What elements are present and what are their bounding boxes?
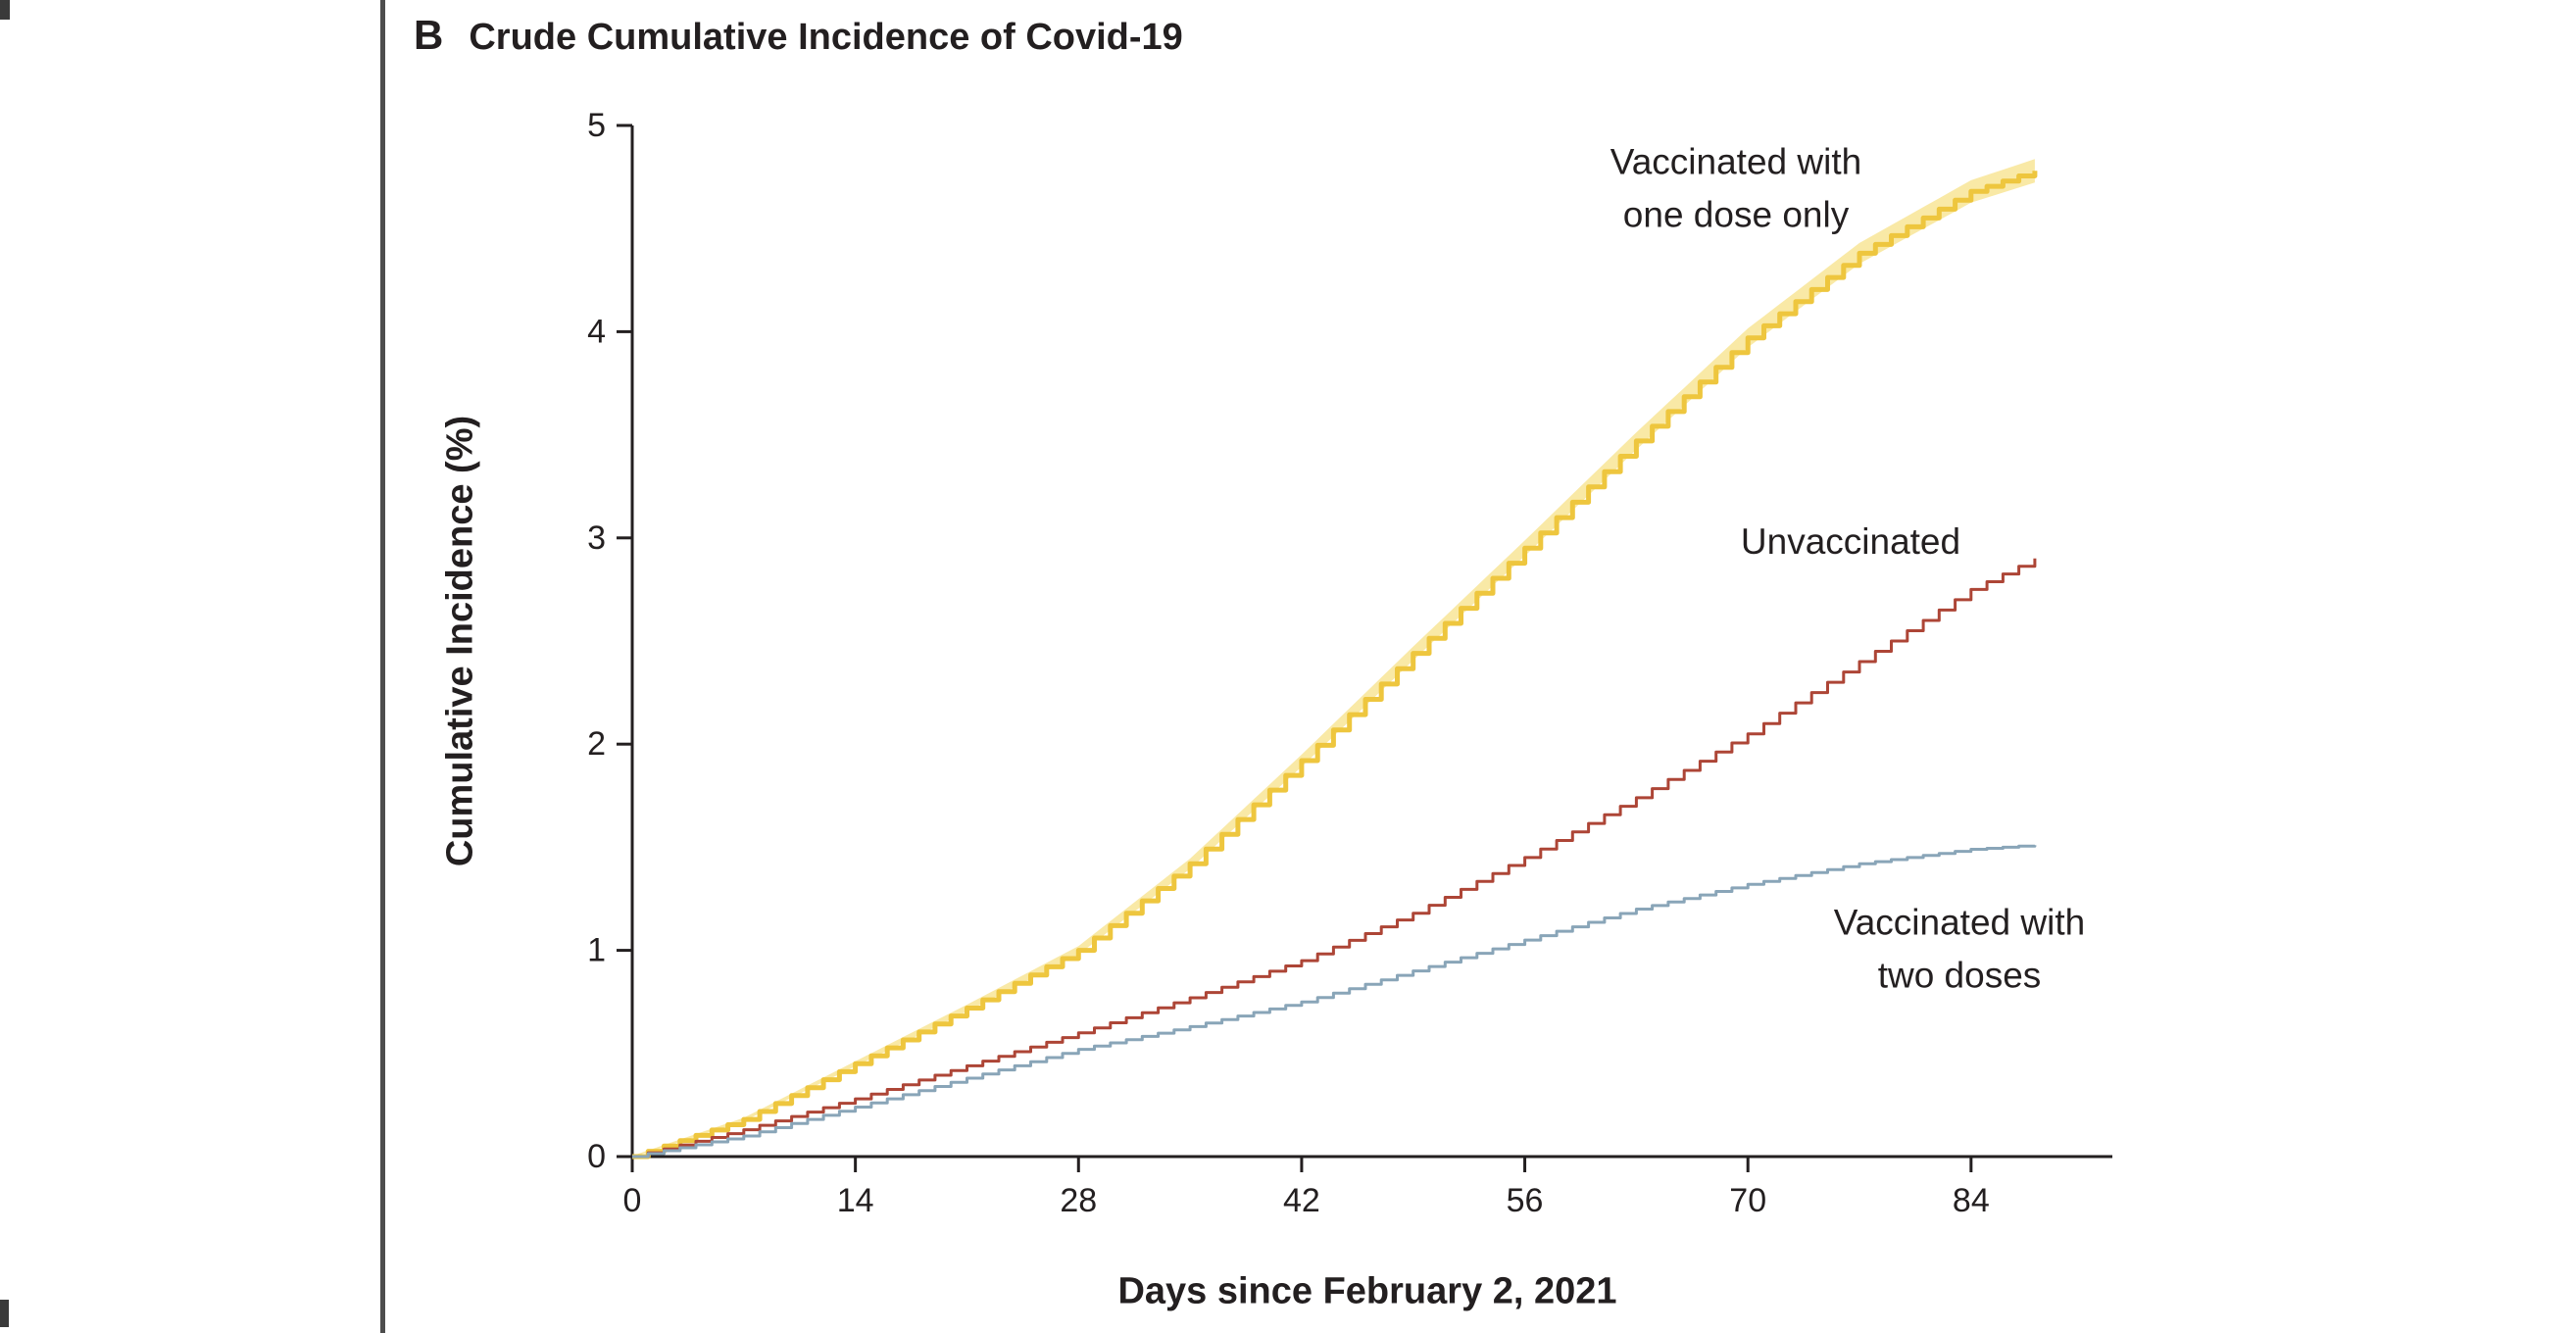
x-tick-label: 28 (1060, 1182, 1097, 1219)
panel-title: Crude Cumulative Incidence of Covid-19 (469, 17, 1183, 58)
x-tick-label: 56 (1507, 1182, 1544, 1219)
cropped-edge-artifact-bottom (0, 1300, 9, 1327)
y-tick-label: 5 (587, 107, 606, 144)
y-tick-label: 3 (587, 519, 606, 557)
confidence-band (632, 159, 2035, 1158)
series-line-0 (632, 171, 2038, 1160)
y-tick-label: 4 (587, 313, 606, 350)
x-tick-label: 84 (1953, 1182, 1990, 1219)
x-axis-title: Days since February 2, 2021 (1117, 1270, 1617, 1312)
y-tick-label: 1 (587, 932, 606, 969)
x-tick-label: 70 (1729, 1182, 1766, 1219)
y-tick-label: 0 (587, 1138, 606, 1175)
series-label-one-dose: Vaccinated with one dose only (1610, 141, 1862, 234)
panel-letter: B (414, 12, 444, 58)
x-tick-label: 0 (623, 1182, 642, 1219)
series-line-1 (632, 558, 2037, 1159)
x-tick-label: 42 (1283, 1182, 1320, 1219)
y-tick-label: 2 (587, 725, 606, 763)
series-line-2 (632, 844, 2037, 1159)
panel-header: B Crude Cumulative Incidence of Covid-19 (414, 12, 1183, 59)
panel-divider-line (380, 0, 385, 1333)
y-axis-title: Cumulative Incidence (%) (439, 415, 481, 867)
series-label-unvaccinated: Unvaccinated (1740, 521, 1961, 563)
x-tick-label: 14 (837, 1182, 874, 1219)
series-label-two-doses: Vaccinated with two doses (1833, 902, 2086, 995)
cropped-edge-artifact-top (0, 0, 10, 20)
